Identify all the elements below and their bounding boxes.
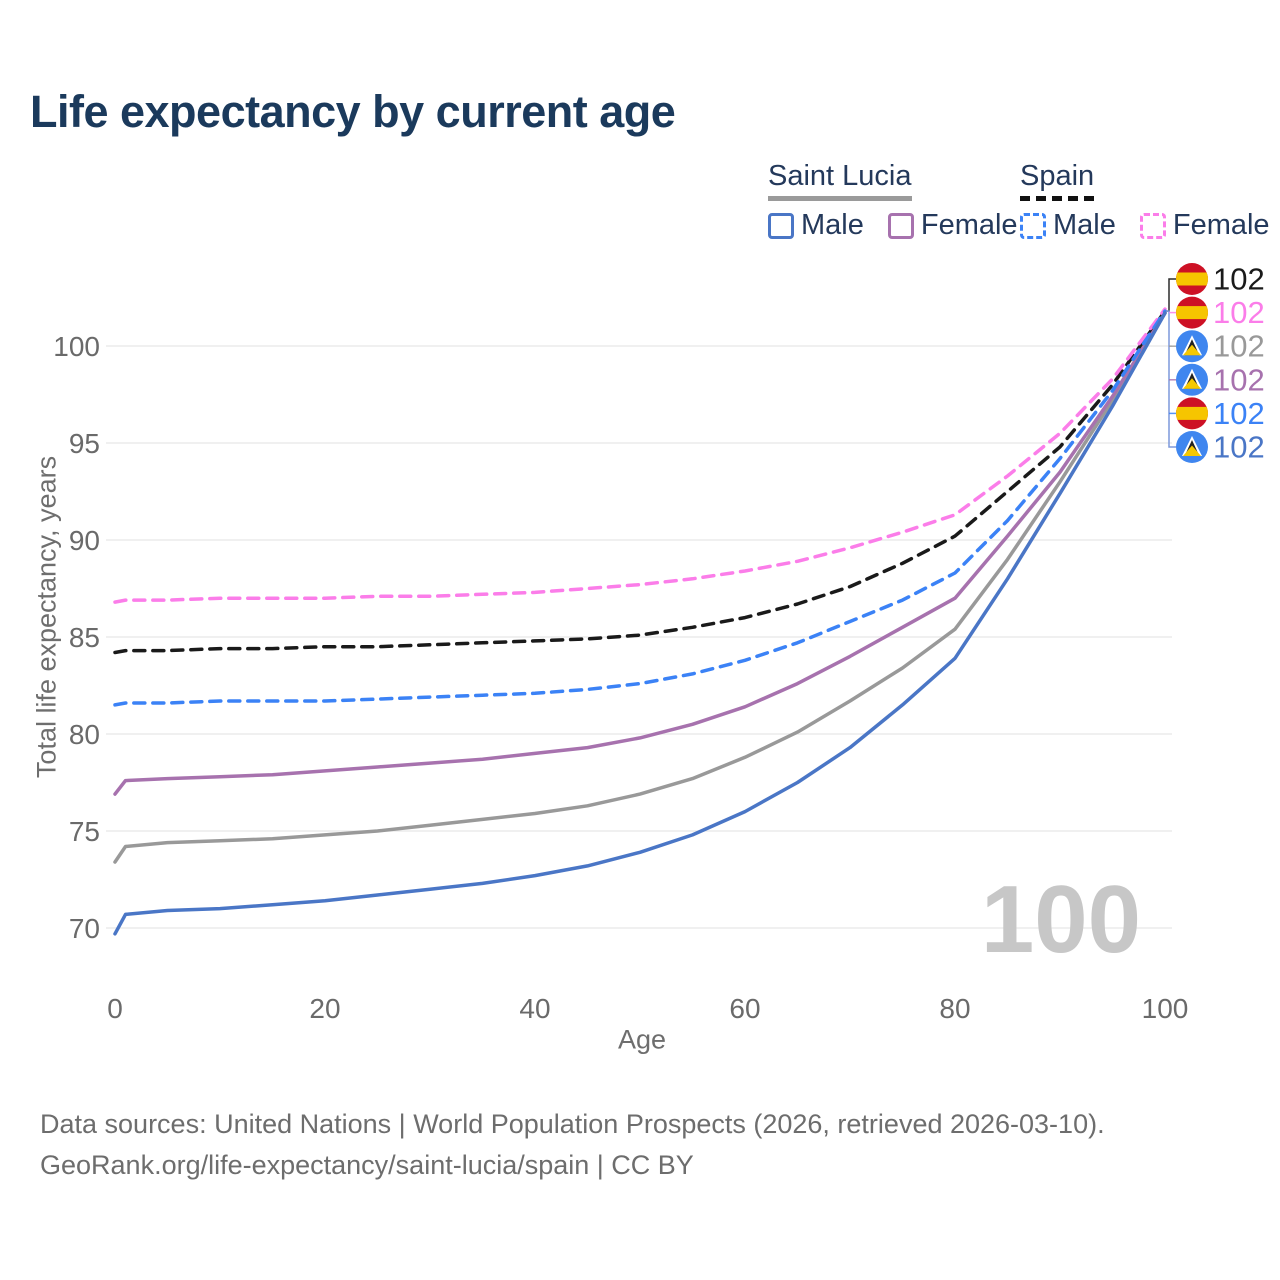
series-line-saint-lucia-total (113, 311, 1167, 864)
x-tick-label: 0 (107, 993, 123, 1024)
legend-item-label: Male (1053, 209, 1116, 241)
legend-checkbox-spain-male[interactable] (1020, 212, 1046, 239)
series-line-saint-lucia-male (113, 311, 1167, 936)
label-connector-top (1166, 278, 1176, 312)
series-line-spain-female (113, 307, 1167, 604)
flag-spain-icon (1176, 397, 1208, 430)
x-tick-label: 20 (309, 993, 340, 1024)
legend-checkbox-saint-lucia-female[interactable] (887, 212, 914, 239)
legend-item-saint-lucia-male: Male (768, 209, 864, 242)
end-value-label-saint-lucia-male: 102 (1213, 430, 1265, 465)
end-value-label-spain-female: 102 (1213, 295, 1265, 330)
x-tick-label: 80 (939, 993, 970, 1024)
y-tick-label: 90 (69, 525, 100, 556)
series-line-spain-total (113, 309, 1167, 655)
legend-item-label: Female (920, 209, 1018, 241)
legend-items-row: Male Female (768, 209, 1018, 242)
y-tick-label: 70 (69, 913, 100, 944)
x-tick-label: 100 (1142, 993, 1189, 1024)
legend-checkbox-saint-lucia-male[interactable] (768, 212, 794, 239)
legend-item-label: Male (801, 209, 864, 241)
page-title: Life expectancy by current age (30, 86, 676, 137)
footer-link: GeoRank.org/life-expectancy/saint-lucia/… (40, 1150, 694, 1180)
footer: Data sources: United Nations | World Pop… (40, 1104, 1105, 1186)
legend-item-label: Female (1172, 209, 1270, 241)
y-tick-label: 100 (53, 331, 100, 362)
legend-items-row: Male Female (1020, 209, 1270, 242)
flag-spain-icon (1176, 296, 1208, 329)
y-tick-label: 95 (69, 428, 100, 459)
legend-group-saint-lucia: Saint Lucia Male Female (768, 160, 1018, 242)
flag-saint-lucia-icon (1176, 431, 1208, 463)
series-line-saint-lucia-female (113, 311, 1167, 796)
x-tick-label: 60 (729, 993, 760, 1024)
current-age-watermark: 100 (981, 866, 1141, 973)
series-line-spain-male (113, 309, 1167, 707)
legend-item-spain-female: Female (1139, 209, 1270, 242)
legend-item-saint-lucia-female: Female (887, 209, 1018, 242)
end-value-label-spain-total: 102 (1213, 262, 1265, 297)
flag-spain-icon (1176, 263, 1208, 295)
legend-group-title-saint-lucia: Saint Lucia (768, 160, 912, 201)
flag-saint-lucia-icon (1176, 363, 1208, 396)
legend-item-spain-male: Male (1020, 209, 1116, 242)
legend-group-spain: Spain Male Female (1020, 160, 1270, 242)
x-tick-label: 40 (519, 993, 550, 1024)
flag-saint-lucia-icon (1176, 330, 1208, 363)
legend-group-title-spain: Spain (1020, 160, 1095, 201)
end-value-label-saint-lucia-total: 102 (1213, 329, 1265, 364)
y-tick-label: 80 (69, 719, 100, 750)
y-tick-label: 75 (69, 816, 100, 847)
y-tick-label: 85 (69, 622, 100, 653)
end-value-label-spain-male: 102 (1213, 396, 1265, 431)
footer-sources: Data sources: United Nations | World Pop… (40, 1109, 1105, 1139)
end-value-label-saint-lucia-female: 102 (1213, 362, 1265, 397)
x-axis-title: Age (617, 1024, 667, 1055)
legend-checkbox-spain-female[interactable] (1139, 212, 1166, 239)
